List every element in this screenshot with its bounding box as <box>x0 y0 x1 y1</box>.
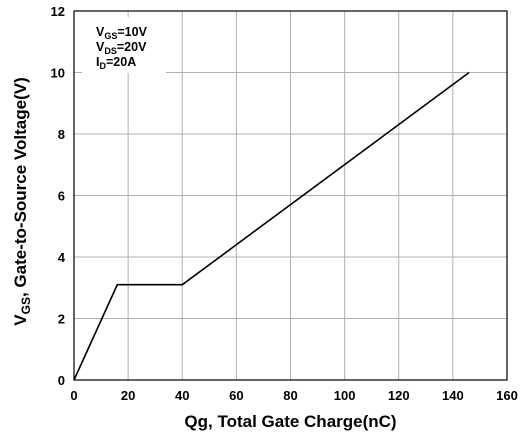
annotation-value: =20V <box>117 40 147 54</box>
x-axis-title: Qg, Total Gate Charge(nC) <box>184 412 396 431</box>
x-tick-label: 120 <box>388 388 410 403</box>
annotation-background <box>82 17 166 73</box>
x-tick-labels: 0 20 40 60 80 100 120 140 160 <box>70 388 517 403</box>
annotation-subscript: DS <box>104 46 117 56</box>
y-tick-label: 8 <box>58 127 65 142</box>
x-tick-label: 0 <box>70 388 77 403</box>
annotation-subscript: D <box>99 61 106 71</box>
annotation-value: =10V <box>117 25 147 39</box>
y-tick-label: 2 <box>58 312 65 327</box>
plot-frame <box>73 10 508 381</box>
x-tick-label: 20 <box>121 388 135 403</box>
x-tick-label: 100 <box>334 388 356 403</box>
y-axis-title-main: V <box>11 314 30 326</box>
y-tick-labels: 0 2 4 6 8 10 12 <box>51 4 66 388</box>
y-tick-label: 12 <box>51 4 65 19</box>
y-axis-title-subscript: GS <box>19 297 33 314</box>
grid-lines <box>74 11 507 380</box>
x-tick-label: 60 <box>229 388 243 403</box>
annotation-symbol: I <box>96 55 99 69</box>
x-tick-label: 140 <box>442 388 464 403</box>
y-tick-label: 6 <box>58 189 65 204</box>
y-axis-title: VGS, Gate-to-Source Voltage(V) <box>11 77 33 325</box>
y-axis-title-rest: , Gate-to-Source Voltage(V) <box>11 77 30 297</box>
annotation-symbol: V <box>96 40 105 54</box>
annotation-line: ID=20A <box>96 55 136 71</box>
annotation-symbol: V <box>96 25 105 39</box>
annotation-line: VDS=20V <box>96 40 147 56</box>
annotation-line: VGS=10V <box>96 25 148 41</box>
x-tick-label: 80 <box>283 388 297 403</box>
annotation-value: =20A <box>106 55 136 69</box>
series-line <box>73 71 470 381</box>
x-tick-label: 160 <box>496 388 518 403</box>
y-tick-label: 4 <box>58 250 66 265</box>
y-tick-label: 10 <box>51 66 65 81</box>
y-tick-label: 0 <box>58 373 65 388</box>
annotation-subscript: GS <box>104 31 117 41</box>
x-tick-label: 40 <box>175 388 189 403</box>
series-layer <box>73 71 470 381</box>
